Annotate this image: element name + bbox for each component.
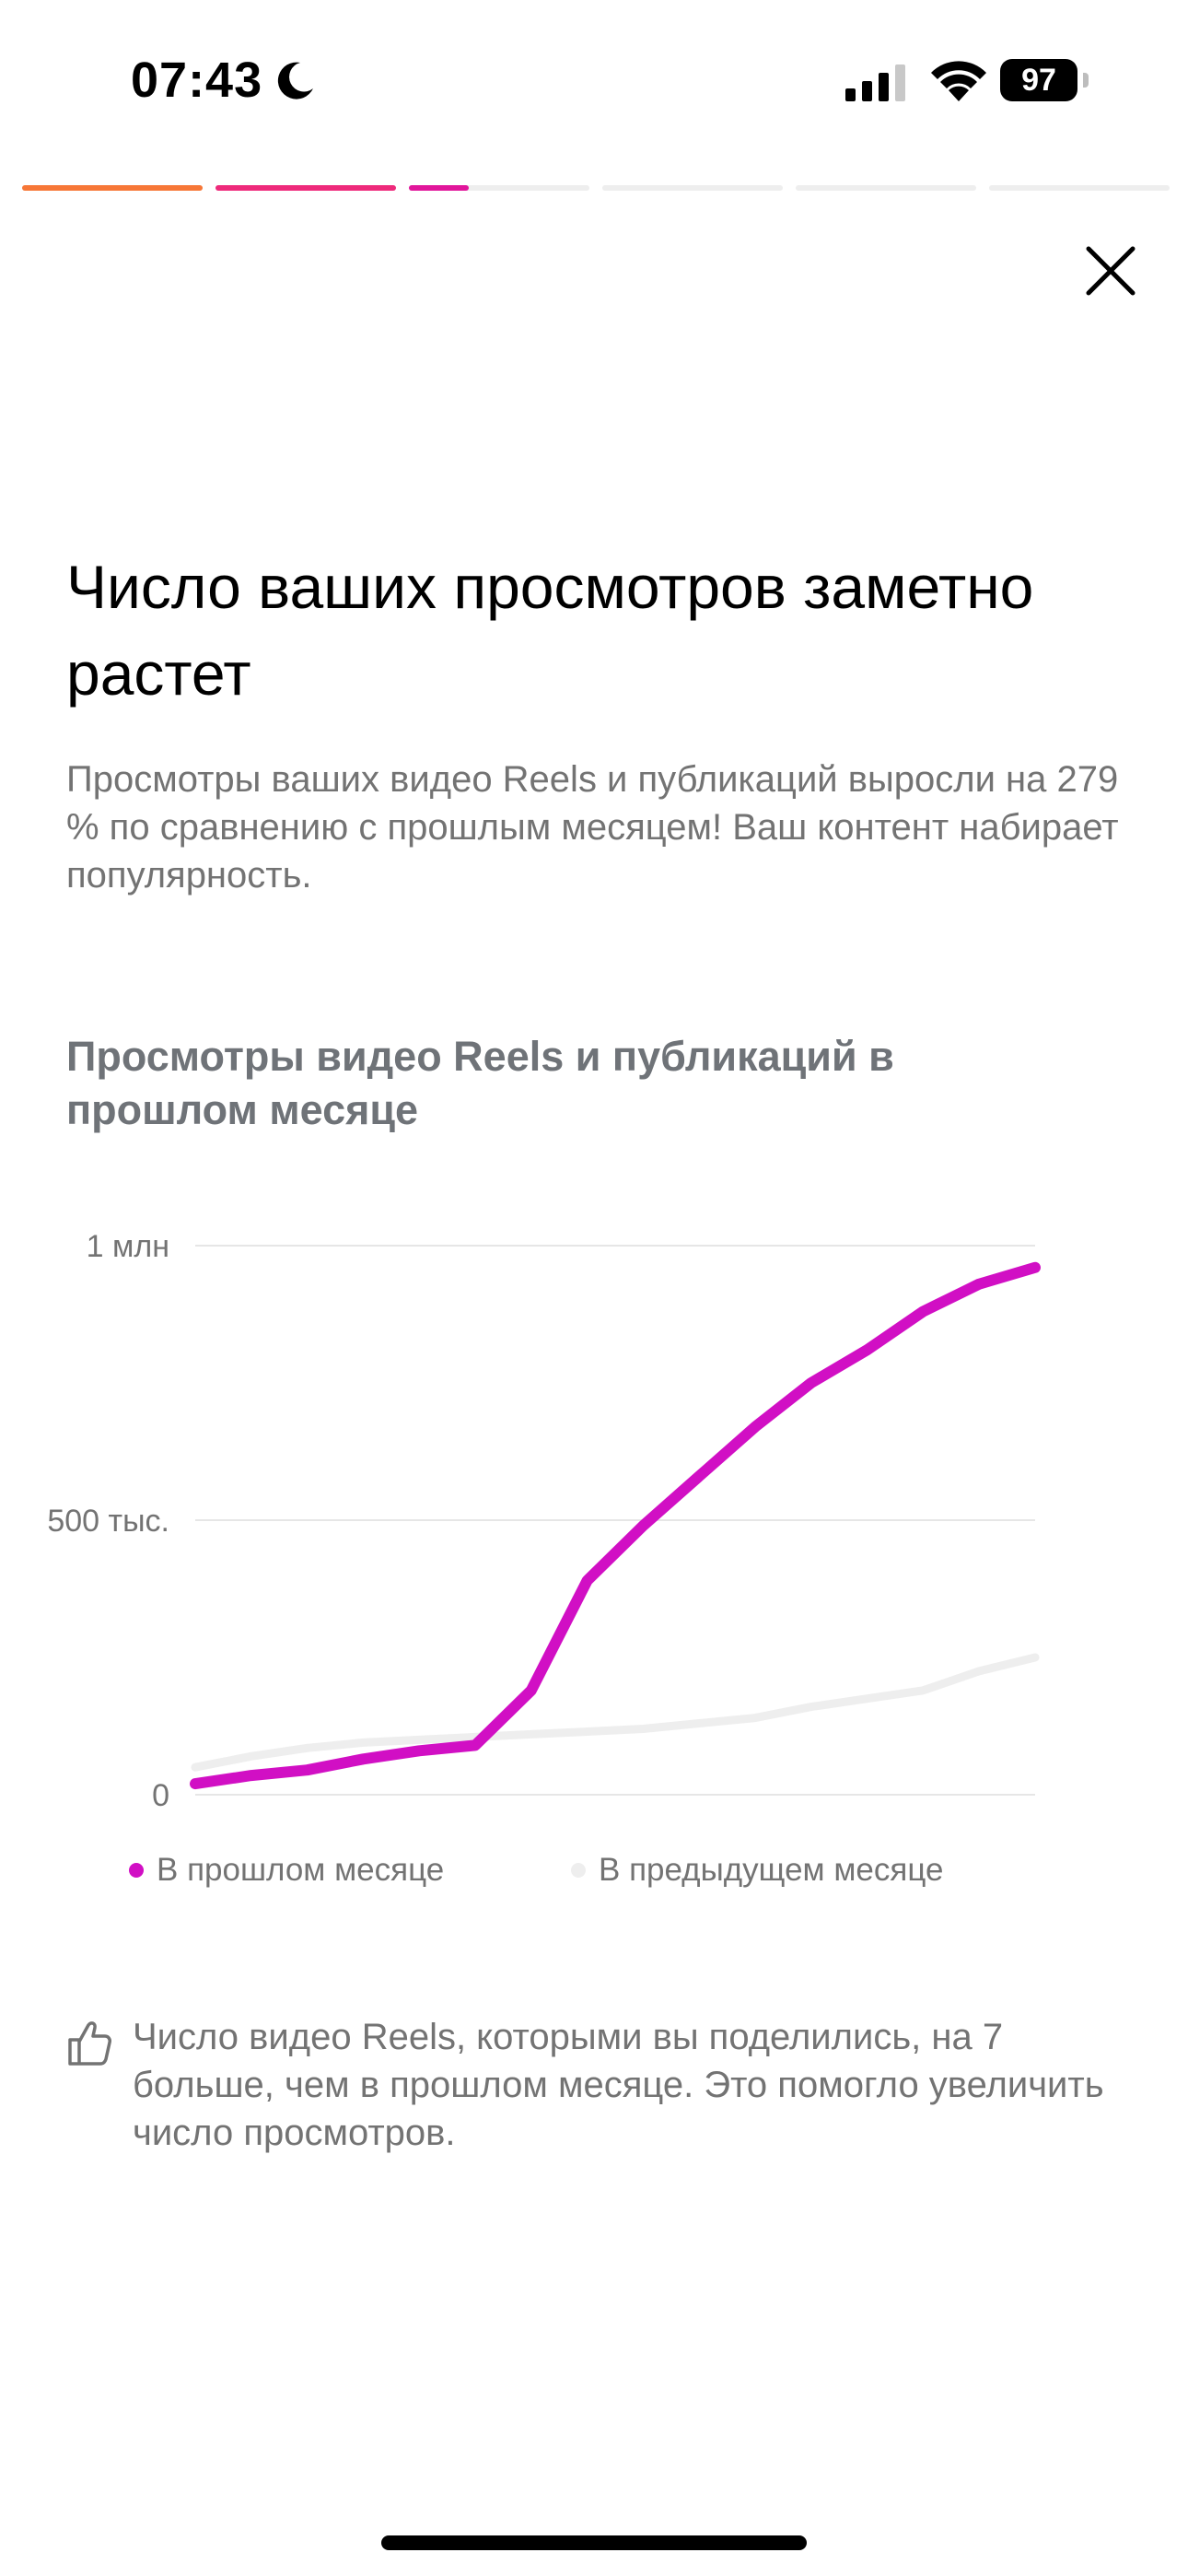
- legend-dot-last-month: [129, 1863, 144, 1878]
- progress-segment-fill: [22, 185, 203, 191]
- body-text: Просмотры ваших видео Reels и публикаций…: [66, 759, 1119, 896]
- cellular-signal-icon: [845, 64, 905, 101]
- progress-segment: [989, 185, 1170, 191]
- progress-segment-fill: [215, 185, 396, 191]
- legend-item-previous-month: В предыдущем месяце: [571, 1843, 943, 1898]
- y-tick-label: 1 млн: [87, 1229, 169, 1264]
- progress-segment: [602, 185, 783, 191]
- chart-title: Просмотры видео Reels и публикаций в про…: [66, 1033, 894, 1133]
- progress-segment: [796, 185, 976, 191]
- views-line-chart: 0 500 тыс. 1 млн: [47, 1229, 1041, 1813]
- close-icon[interactable]: [1077, 238, 1144, 304]
- story-progress: [22, 185, 1188, 191]
- legend-dot-previous-month: [571, 1863, 586, 1878]
- series-line-last-month: [190, 1261, 1041, 1790]
- thumbs-up-icon: [68, 2021, 111, 2066]
- battery-body: [1000, 59, 1077, 101]
- battery-indicator: 97: [1000, 59, 1089, 101]
- status-bar: 07:43 97: [0, 0, 1188, 166]
- progress-segment: [409, 185, 589, 191]
- moon-icon: [277, 62, 313, 100]
- y-tick-label: 500 тыс.: [47, 1504, 169, 1539]
- progress-segment-fill: [409, 185, 469, 191]
- legend-item-last-month: В прошлом месяце: [129, 1843, 444, 1898]
- insight-note: Число видео Reels, которыми вы поделилис…: [133, 2017, 1104, 2153]
- headline: Число ваших просмотров заметно растет: [66, 553, 1034, 708]
- wifi-icon: [931, 61, 986, 101]
- battery-tip: [1083, 73, 1089, 88]
- home-indicator[interactable]: [381, 2535, 807, 2550]
- legend-label-previous-month: В предыдущем месяце: [599, 1852, 944, 1888]
- y-tick-label: 0: [152, 1778, 169, 1813]
- legend-label-last-month: В прошлом месяце: [157, 1852, 445, 1888]
- status-time: 07:43: [131, 53, 263, 108]
- series-line-previous-month: [191, 1653, 1040, 1772]
- battery-level: 97: [1021, 63, 1056, 98]
